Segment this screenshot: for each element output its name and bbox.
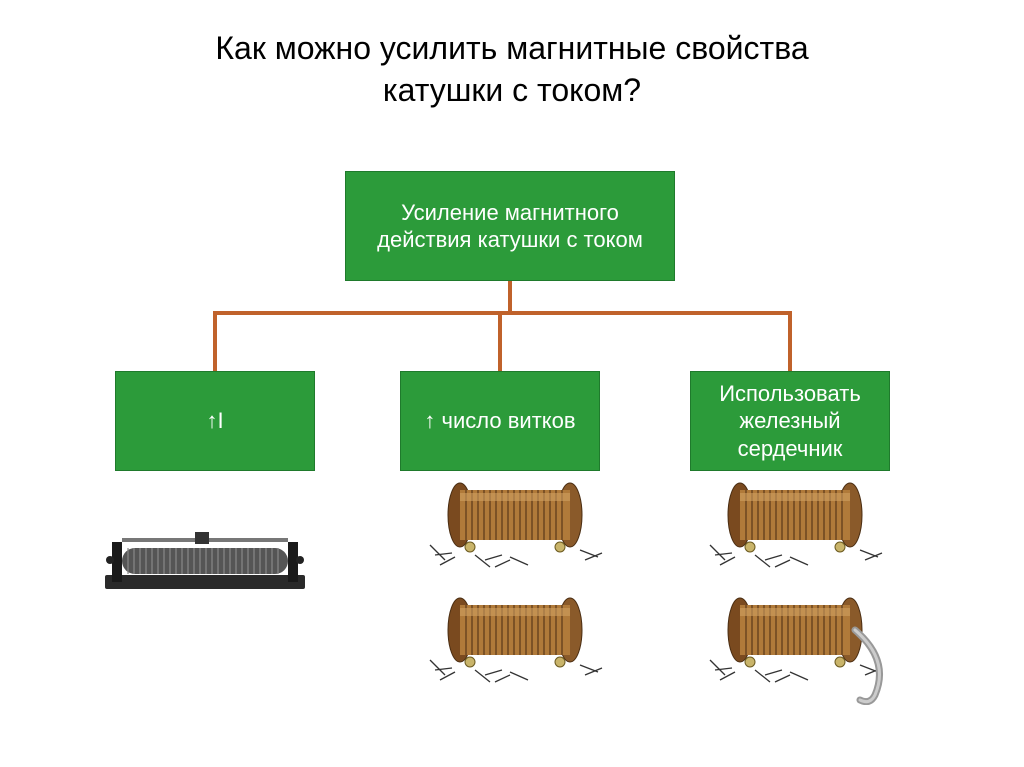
leaf-box-core: Использовать железный сердечник xyxy=(690,371,890,471)
leaf-box-current: ↑I xyxy=(115,371,315,471)
leaf-box-turns: ↑ число витков xyxy=(400,371,600,471)
root-box-label: Усиление магнитного действия катушки с т… xyxy=(356,199,664,254)
title-line2: катушки с током? xyxy=(383,72,641,108)
title-line1: Как можно усилить магнитные свойства xyxy=(215,30,808,66)
connector-root-stub xyxy=(508,281,512,311)
coil-group-core xyxy=(700,475,920,710)
rheostat-icon xyxy=(100,520,310,605)
connector-horizontal xyxy=(213,311,792,315)
coil-group-turns xyxy=(420,475,610,710)
page-title: Как можно усилить магнитные свойства кат… xyxy=(0,0,1024,111)
leaf2-label: ↑ число витков xyxy=(424,407,575,435)
root-box: Усиление магнитного действия катушки с т… xyxy=(345,171,675,281)
connector-leaf1 xyxy=(213,311,217,371)
leaf3-label: Использовать железный сердечник xyxy=(701,380,879,463)
connector-leaf2 xyxy=(498,311,502,371)
leaf1-label: ↑I xyxy=(206,407,223,435)
connector-leaf3 xyxy=(788,311,792,371)
